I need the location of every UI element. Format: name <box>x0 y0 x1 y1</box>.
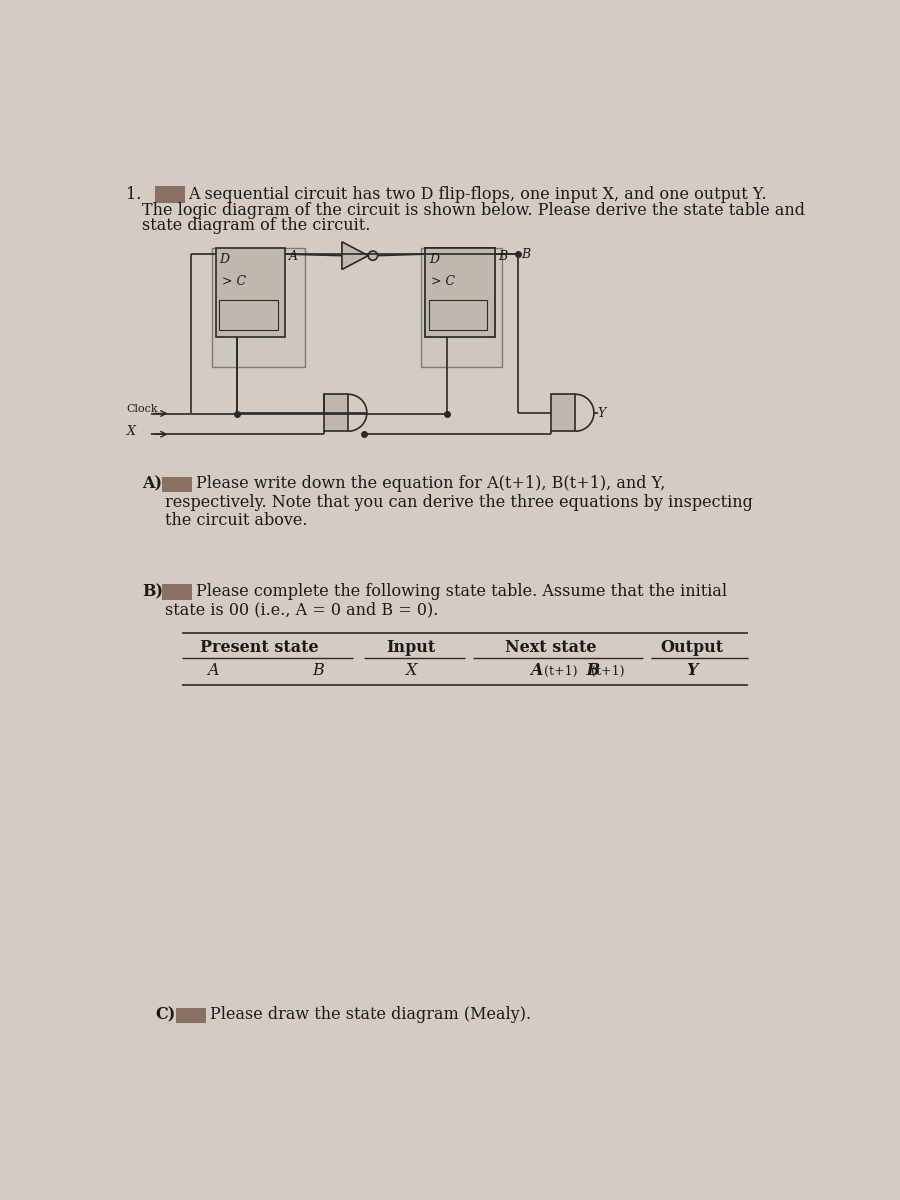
Bar <box>162 476 192 492</box>
Text: D: D <box>428 252 438 265</box>
Text: B: B <box>521 248 530 260</box>
Text: state is 00 (i.e., A = 0 and B = 0).: state is 00 (i.e., A = 0 and B = 0). <box>166 601 438 618</box>
Bar <box>425 248 495 336</box>
Text: B): B) <box>142 583 163 600</box>
Bar <box>421 248 502 367</box>
Text: Please complete the following state table. Assume that the initial: Please complete the following state tabl… <box>196 583 727 600</box>
Text: Please draw the state diagram (Mealy).: Please draw the state diagram (Mealy). <box>211 1007 531 1024</box>
Text: state diagram of the circuit.: state diagram of the circuit. <box>142 217 370 234</box>
Text: X: X <box>126 425 135 438</box>
Text: Input: Input <box>386 640 436 656</box>
Text: B: B <box>581 662 600 679</box>
Text: A sequential circuit has two D flip-flops, one input X, and one output Y.: A sequential circuit has two D flip-flop… <box>188 186 767 203</box>
Bar <box>551 395 575 431</box>
Text: 1.: 1. <box>126 186 142 203</box>
Bar <box>324 395 348 431</box>
Text: A: A <box>530 662 543 679</box>
Text: C): C) <box>155 1007 176 1024</box>
Text: X: X <box>405 662 417 679</box>
Text: respectively. Note that you can derive the three equations by inspecting: respectively. Note that you can derive t… <box>166 493 753 510</box>
Text: D: D <box>220 252 230 265</box>
Text: Next state: Next state <box>505 640 596 656</box>
Text: B: B <box>312 662 324 679</box>
Bar <box>216 248 285 336</box>
Text: A: A <box>289 251 298 263</box>
Text: the circuit above.: the circuit above. <box>166 512 308 529</box>
Bar <box>162 584 192 600</box>
Text: (t+1): (t+1) <box>544 665 578 678</box>
Bar <box>155 186 184 203</box>
Text: A): A) <box>142 475 162 492</box>
Circle shape <box>368 251 378 260</box>
Text: > C: > C <box>221 275 246 288</box>
Text: The logic diagram of the circuit is shown below. Please derive the state table a: The logic diagram of the circuit is show… <box>142 202 805 218</box>
Bar <box>425 248 495 336</box>
Bar <box>176 1008 205 1024</box>
Text: B: B <box>499 251 508 263</box>
Text: Output: Output <box>661 640 724 656</box>
Polygon shape <box>342 241 368 270</box>
Text: A: A <box>208 662 219 679</box>
Bar <box>220 300 277 330</box>
Text: (t+1): (t+1) <box>590 665 625 678</box>
Bar <box>428 300 487 330</box>
Text: Y: Y <box>598 407 606 420</box>
Text: Y: Y <box>687 662 698 679</box>
Text: Clock: Clock <box>126 404 158 414</box>
Bar <box>212 248 305 367</box>
Text: Present state: Present state <box>201 640 320 656</box>
Text: > C: > C <box>431 275 455 288</box>
Text: Please write down the equation for A(t+1), B(t+1), and Y,: Please write down the equation for A(t+1… <box>196 475 666 492</box>
